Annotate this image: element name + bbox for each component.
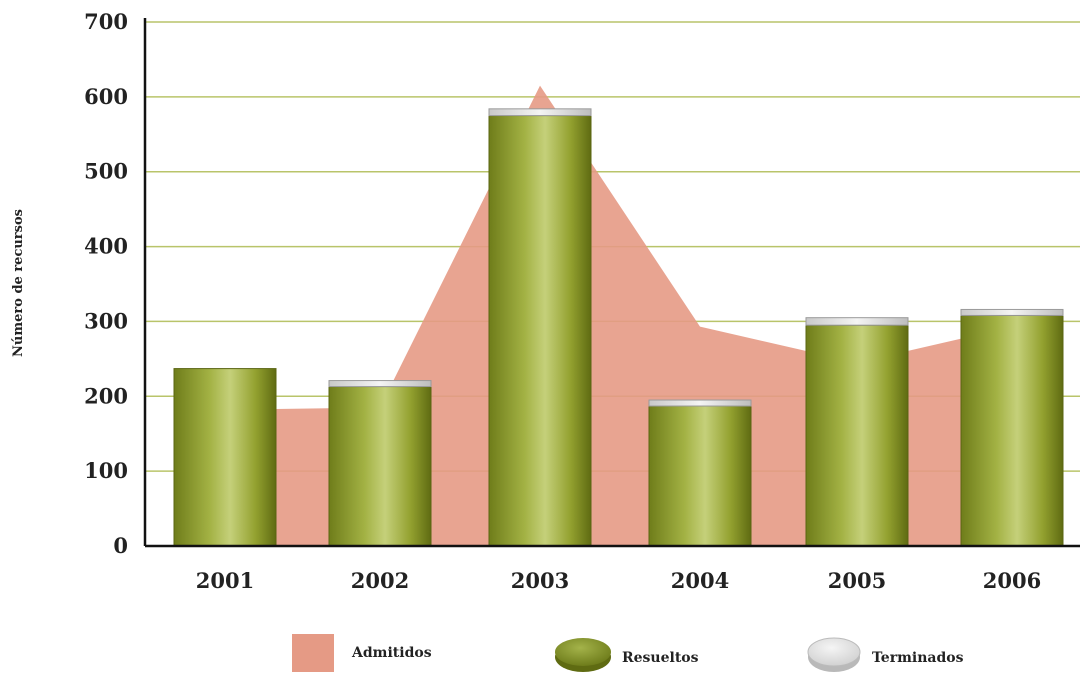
y-tick-label: 200 bbox=[84, 383, 128, 408]
terminados-bar bbox=[488, 108, 592, 117]
legend: Admitidos Resueltos Terminados bbox=[292, 634, 964, 672]
y-tick-label: 600 bbox=[84, 84, 128, 109]
tick-labels: 0 100 200 300 400 500 600 700 2001 2002 2003 2004 20… bbox=[84, 9, 1041, 593]
y-tick-label: 0 bbox=[113, 533, 128, 558]
terminados-bar bbox=[648, 399, 752, 407]
admitidos-area bbox=[276, 85, 971, 546]
resueltos-bar bbox=[648, 405, 752, 547]
resueltos-bar bbox=[173, 368, 277, 547]
legend-label-terminados: Terminados bbox=[872, 650, 964, 666]
admitidos-area-layer bbox=[276, 85, 971, 546]
legend-swatch-terminados bbox=[807, 637, 861, 667]
x-tick-label: 2006 bbox=[983, 568, 1041, 593]
terminados-bar bbox=[960, 308, 1064, 316]
legend-swatch-resueltos bbox=[555, 638, 611, 666]
x-tick-label: 2002 bbox=[351, 568, 409, 593]
legend-swatch-admitidos bbox=[292, 634, 334, 672]
resueltos-bar bbox=[328, 386, 432, 547]
x-tick-label: 2005 bbox=[828, 568, 886, 593]
resueltos-bar bbox=[805, 324, 909, 547]
x-tick-label: 2003 bbox=[511, 568, 569, 593]
x-tick-label: 2004 bbox=[671, 568, 729, 593]
axes bbox=[143, 18, 1080, 548]
resueltos-bar bbox=[488, 115, 592, 547]
legend-label-admitidos: Admitidos bbox=[351, 645, 432, 661]
y-tick-label: 500 bbox=[84, 159, 128, 184]
legend-label-resueltos: Resueltos bbox=[622, 650, 699, 666]
x-tick-label: 2001 bbox=[196, 568, 254, 593]
y-tick-label: 700 bbox=[84, 9, 128, 34]
y-tick-label: 300 bbox=[84, 308, 128, 333]
y-tick-label: 400 bbox=[84, 234, 128, 259]
y-tick-label: 100 bbox=[84, 458, 128, 483]
resueltos-bar bbox=[960, 314, 1064, 547]
y-axis-label: Número de recursos bbox=[11, 209, 26, 357]
terminados-bar bbox=[328, 380, 432, 388]
terminados-bar bbox=[805, 317, 909, 326]
bars-layer bbox=[173, 108, 1064, 547]
